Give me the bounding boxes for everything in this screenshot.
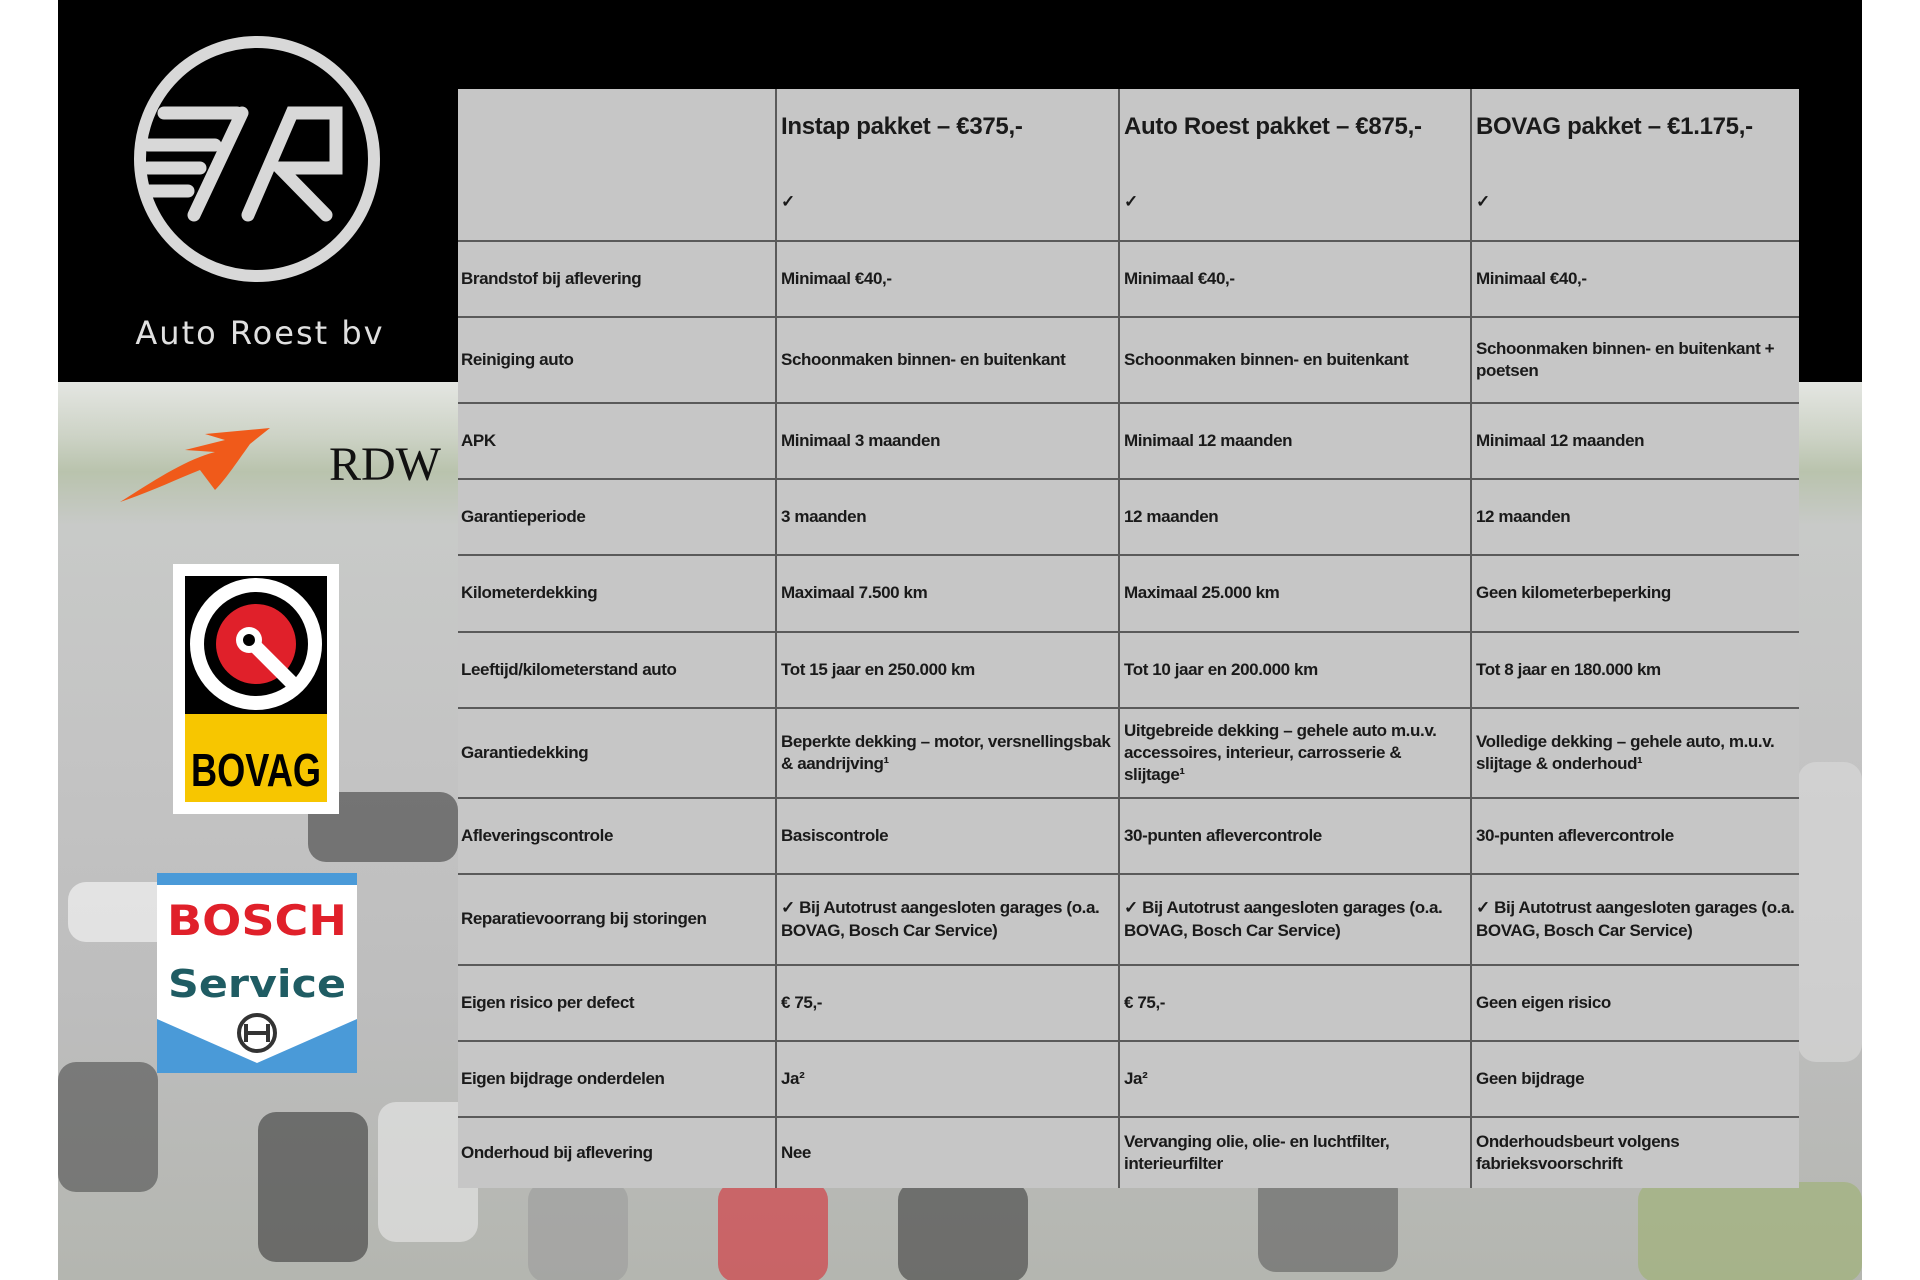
- table-row: Onderhoud bij aflevering Nee Vervanging ol…: [458, 1116, 1799, 1188]
- table-cell: € 75,-: [1118, 964, 1472, 1042]
- table-cell: Schoonmaken binnen- en buitenkant + poet…: [1470, 316, 1799, 404]
- header-auto-roest: Auto Roest pakket – €875,-: [1118, 89, 1472, 165]
- table-cell: ✓ Bij Autotrust aangesloten garages (o.a…: [775, 873, 1120, 966]
- table-cell: ✓: [1470, 165, 1799, 242]
- table-cell: Maximaal 7.500 km: [775, 554, 1120, 633]
- table-cell: Tot 15 jaar en 250.000 km: [775, 631, 1120, 709]
- table-cell: Ja²: [775, 1040, 1120, 1118]
- table-cell: Minimaal 12 maanden: [1118, 402, 1472, 480]
- bovag-logo-icon: BOVAG: [173, 564, 339, 814]
- table-row: Leeftijd/kilometerstand auto Tot 15 jaar …: [458, 631, 1799, 709]
- table-row: APK Minimaal 3 maanden Minimaal 12 maanden…: [458, 402, 1799, 480]
- table-cell: Basiscontrole: [775, 797, 1120, 875]
- table-cell: Schoonmaken binnen- en buitenkant: [1118, 316, 1472, 404]
- table-cell: Volledige dekking – gehele auto, m.u.v. …: [1470, 707, 1799, 799]
- table-cell: Minimaal €40,-: [1118, 240, 1472, 318]
- table-cell: Minimaal 3 maanden: [775, 402, 1120, 480]
- auto-roest-logo-icon: [134, 36, 380, 282]
- table-cell: Geen bijdrage: [1470, 1040, 1799, 1118]
- table-row: Garantiedekking Beperkte dekking – motor,…: [458, 707, 1799, 799]
- header-bovag: BOVAG pakket – €1.175,-: [1470, 89, 1799, 165]
- bosch-logo-text: BOSCH: [167, 896, 347, 945]
- table-row: ✓ ✓ ✓: [458, 165, 1799, 242]
- table-cell: Schoonmaken binnen- en buitenkant: [775, 316, 1120, 404]
- table-cell: 30-punten aflevercontrole: [1118, 797, 1472, 875]
- row-label: Reparatievoorrang bij storingen: [458, 873, 777, 966]
- table-cell: Tot 10 jaar en 200.000 km: [1118, 631, 1472, 709]
- table-cell: Vervanging olie, olie- en luchtfilter, i…: [1118, 1116, 1472, 1188]
- table-cell: ✓: [1118, 165, 1472, 242]
- table-cell: Minimaal €40,-: [775, 240, 1120, 318]
- row-label: Reiniging auto: [458, 316, 777, 404]
- table-cell: 3 maanden: [775, 478, 1120, 556]
- table-cell: ✓: [775, 165, 1120, 242]
- table-cell: Geen kilometerbeperking: [1470, 554, 1799, 633]
- rdw-logo-icon: RDW: [120, 428, 442, 502]
- row-label: Eigen bijdrage onderdelen: [458, 1040, 777, 1118]
- table-cell: Ja²: [1118, 1040, 1472, 1118]
- table-row: Kilometerdekking Maximaal 7.500 km Maximaa…: [458, 554, 1799, 633]
- rdw-logo-text: RDW: [329, 438, 442, 491]
- table-row: Eigen risico per defect € 75,- € 75,- Geen …: [458, 964, 1799, 1042]
- table-cell: ✓ Bij Autotrust aangesloten garages (o.a…: [1470, 873, 1799, 966]
- table-row: Reiniging auto Schoonmaken binnen- en bui…: [458, 316, 1799, 404]
- row-label: [458, 165, 777, 242]
- row-label: Leeftijd/kilometerstand auto: [458, 631, 777, 709]
- table-cell: Minimaal 12 maanden: [1470, 402, 1799, 480]
- header-empty: [458, 89, 777, 165]
- service-logo-text: Service: [168, 962, 346, 1006]
- table-cell: Geen eigen risico: [1470, 964, 1799, 1042]
- bovag-logo-text: BOVAG: [191, 744, 321, 796]
- bosch-service-logo-icon: BOSCH Service: [157, 873, 357, 1073]
- table-cell: 12 maanden: [1470, 478, 1799, 556]
- header-instap: Instap pakket – €375,-: [775, 89, 1120, 165]
- table-row: Afleveringscontrole Basiscontrole 30-punte…: [458, 797, 1799, 875]
- table-header-row: Instap pakket – €375,- Auto Roest pakket…: [458, 89, 1799, 165]
- table-cell: Onderhoudsbeurt volgens fabrieksvoorschr…: [1470, 1116, 1799, 1188]
- table-cell: Minimaal €40,-: [1470, 240, 1799, 318]
- table-cell: Beperkte dekking – motor, versnellingsba…: [775, 707, 1120, 799]
- row-label: Onderhoud bij aflevering: [458, 1116, 777, 1188]
- row-label: Afleveringscontrole: [458, 797, 777, 875]
- row-label: Brandstof bij aflevering: [458, 240, 777, 318]
- table-cell: 30-punten aflevercontrole: [1470, 797, 1799, 875]
- table-cell: € 75,-: [775, 964, 1120, 1042]
- brand-name: Auto Roest bv: [135, 314, 385, 352]
- table-row: Eigen bijdrage onderdelen Ja² Ja² Geen bijd…: [458, 1040, 1799, 1118]
- table-cell: 12 maanden: [1118, 478, 1472, 556]
- row-label: APK: [458, 402, 777, 480]
- row-label: Kilometerdekking: [458, 554, 777, 633]
- table-cell: Maximaal 25.000 km: [1118, 554, 1472, 633]
- table-row: Garantieperiode 3 maanden 12 maanden 12 maa…: [458, 478, 1799, 556]
- table-cell: Nee: [775, 1116, 1120, 1188]
- package-comparison-table: Instap pakket – €375,- Auto Roest pakket…: [458, 89, 1799, 1188]
- table-cell: ✓ Bij Autotrust aangesloten garages (o.a…: [1118, 873, 1472, 966]
- table-row: Brandstof bij aflevering Minimaal €40,- Mi…: [458, 240, 1799, 318]
- row-label: Eigen risico per defect: [458, 964, 777, 1042]
- table-cell: Uitgebreide dekking – gehele auto m.u.v.…: [1118, 707, 1472, 799]
- row-label: Garantiedekking: [458, 707, 777, 799]
- row-label: Garantieperiode: [458, 478, 777, 556]
- table-cell: Tot 8 jaar en 180.000 km: [1470, 631, 1799, 709]
- table-row: Reparatievoorrang bij storingen ✓ Bij Aut…: [458, 873, 1799, 966]
